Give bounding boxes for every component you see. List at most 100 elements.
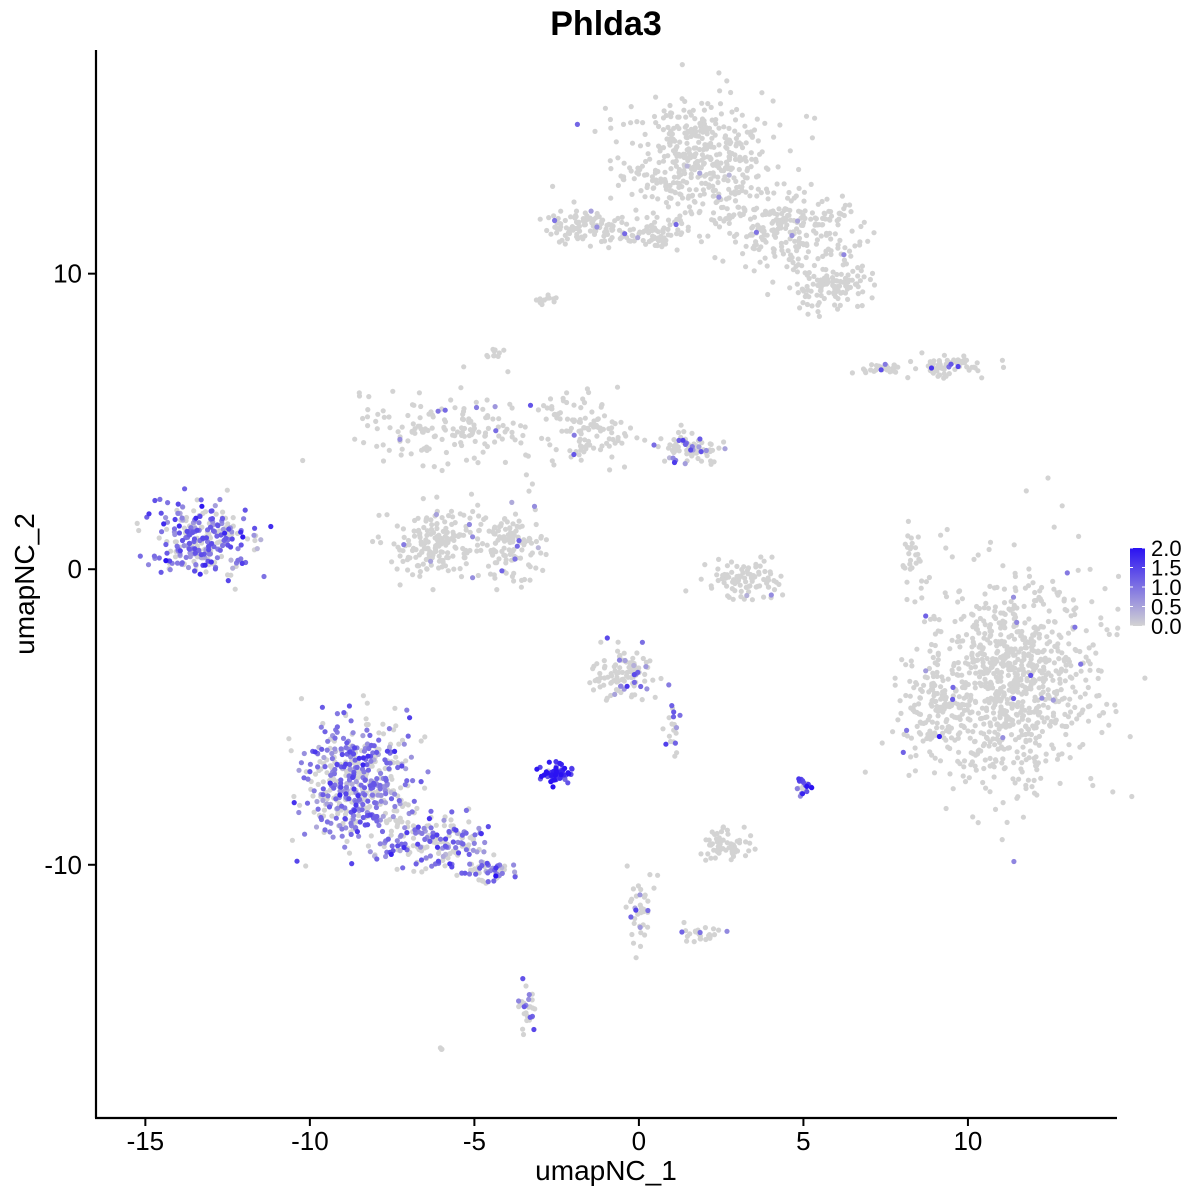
- cell-point-c8: [981, 765, 987, 772]
- cell-point-c18: [518, 440, 524, 446]
- cell-point-c12: [383, 853, 389, 860]
- cell-point-c15: [630, 655, 636, 661]
- cell-point-c8: [1016, 719, 1022, 725]
- cell-point-c8: [1038, 656, 1044, 662]
- cell-point-c16: [428, 531, 434, 537]
- cell-point-c15: [598, 639, 604, 645]
- cell-point-c8: [912, 702, 918, 708]
- cell-point-c29: [501, 347, 507, 353]
- cell-point-c2: [758, 234, 765, 240]
- cell-point-c1: [682, 170, 688, 177]
- cell-point-c16: [451, 566, 457, 572]
- cell-point-c8: [1032, 694, 1038, 700]
- cell-point-c1: [650, 210, 656, 216]
- cell-point-c8: [1070, 684, 1076, 690]
- cell-point-c18: [386, 447, 392, 453]
- cell-point-c15: [638, 683, 644, 690]
- cell-point-c8: [1006, 723, 1012, 729]
- cell-point-c10: [194, 527, 200, 533]
- cell-point-c1: [721, 124, 727, 130]
- cell-point-c21: [709, 585, 715, 591]
- cell-point-c8: [976, 674, 983, 680]
- cell-point-c1: [739, 145, 746, 151]
- cell-point-c2: [784, 264, 790, 270]
- cell-point-c1: [732, 152, 738, 158]
- cell-point-c20: [688, 447, 694, 453]
- cell-point-c18: [445, 461, 451, 467]
- cell-point-c2: [792, 238, 798, 244]
- cell-point-c8: [972, 680, 978, 686]
- cell-point-c2: [794, 248, 800, 254]
- cell-point-c10: [156, 555, 162, 561]
- cell-point-c10: [215, 523, 221, 529]
- cell-point-c8: [909, 663, 915, 669]
- cell-point-c18: [439, 436, 445, 442]
- cell-point-c16: [463, 561, 469, 567]
- cell-point-c18: [442, 419, 449, 425]
- cell-point-c1: [722, 135, 728, 141]
- cell-point-c18: [443, 449, 449, 456]
- cell-point-c16: [423, 546, 429, 552]
- cell-point-c11: [315, 764, 321, 770]
- cell-point-c8: [1006, 666, 1012, 672]
- cell-point-c1: [710, 210, 717, 216]
- cell-point-c10: [151, 553, 157, 559]
- cell-point-c1: [723, 159, 730, 165]
- cell-point-c16: [444, 554, 450, 561]
- cell-point-c1: [744, 175, 750, 181]
- cell-point-c10: [210, 528, 216, 534]
- cell-point-c8: [961, 758, 968, 764]
- cell-point-c11: [422, 734, 428, 740]
- cell-point-c5: [645, 224, 651, 230]
- cell-point-c2: [828, 236, 834, 242]
- cell-point-c1: [708, 176, 714, 182]
- cell-point-c2: [787, 207, 793, 213]
- cell-point-c19: [614, 384, 621, 390]
- cell-point-c2: [726, 220, 732, 226]
- cell-point-c22: [708, 855, 714, 861]
- cell-point-c1: [692, 167, 698, 173]
- cell-point-c3: [845, 296, 851, 302]
- cell-point-c20: [716, 445, 722, 451]
- cell-point-c3: [855, 303, 861, 309]
- cell-point-c1: [672, 189, 678, 195]
- cell-point-c4: [601, 233, 607, 239]
- cell-point-c13: [473, 871, 479, 877]
- cell-point-c11: [388, 828, 394, 834]
- cell-point-c11: [391, 808, 397, 814]
- cell-point-c18: [399, 446, 405, 452]
- cell-point-c8: [937, 758, 944, 764]
- cell-point-c1: [751, 127, 758, 133]
- cell-point-c9: [949, 713, 955, 719]
- cell-point-c8: [1000, 684, 1007, 690]
- cell-point-c15: [618, 683, 624, 689]
- cell-point-c3: [840, 289, 846, 295]
- cell-point-c16: [467, 529, 473, 535]
- cell-point-c10: [167, 567, 173, 573]
- cell-point-c22: [716, 850, 722, 856]
- cell-point-c5: [660, 227, 666, 233]
- cell-point-c8: [965, 716, 971, 722]
- cell-point-c12: [463, 847, 469, 853]
- cell-point-c17: [514, 543, 520, 549]
- cell-point-c8: [952, 618, 958, 625]
- cell-point-c11: [360, 755, 366, 761]
- cell-point-c17: [510, 578, 517, 584]
- cell-point-c2: [749, 232, 755, 238]
- cell-point-c18: [365, 423, 371, 429]
- cell-point-c8: [1028, 686, 1034, 692]
- cell-point-c12: [482, 839, 488, 846]
- cell-point-c15: [612, 662, 619, 668]
- cell-point-c8: [984, 735, 990, 742]
- cell-point-c18: [300, 457, 306, 464]
- cell-point-c2: [802, 208, 808, 214]
- cell-point-c11: [325, 738, 331, 744]
- cell-point-c11: [376, 730, 382, 736]
- cell-point-c5: [655, 236, 661, 242]
- cell-point-c24: [527, 1004, 533, 1010]
- cell-point-c11: [318, 724, 324, 730]
- cell-point-c10: [190, 529, 196, 536]
- cell-point-c19: [549, 458, 555, 464]
- cell-point-c19: [591, 423, 597, 429]
- cell-point-c11: [322, 827, 328, 833]
